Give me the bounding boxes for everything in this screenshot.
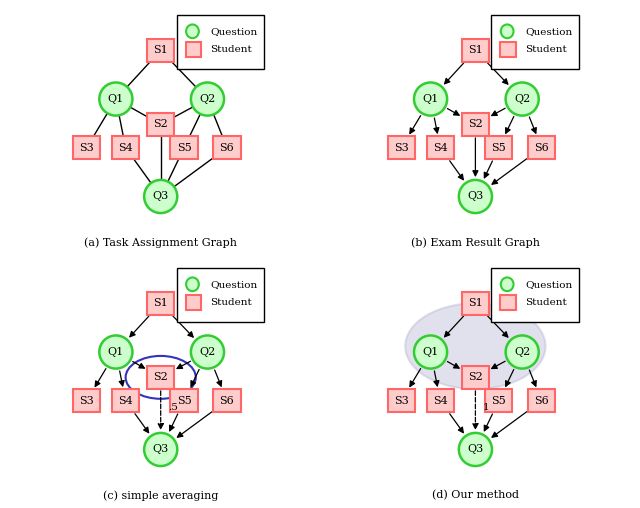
Text: (a) Task Assignment Graph: (a) Task Assignment Graph: [84, 237, 237, 248]
Text: Question: Question: [525, 27, 572, 36]
Text: S1: S1: [154, 298, 168, 308]
Text: Student: Student: [211, 45, 252, 54]
FancyBboxPatch shape: [73, 389, 100, 412]
FancyBboxPatch shape: [427, 389, 454, 412]
Circle shape: [459, 433, 492, 466]
Text: 1: 1: [483, 403, 490, 412]
Text: Q3: Q3: [467, 444, 484, 455]
FancyBboxPatch shape: [528, 136, 556, 160]
FancyBboxPatch shape: [388, 389, 415, 412]
FancyBboxPatch shape: [500, 295, 516, 310]
Text: S5: S5: [177, 143, 191, 153]
FancyBboxPatch shape: [485, 389, 513, 412]
Text: S2: S2: [154, 119, 168, 130]
Text: Question: Question: [211, 280, 258, 289]
Text: S6: S6: [534, 143, 549, 153]
Text: S3: S3: [79, 396, 94, 406]
FancyBboxPatch shape: [147, 366, 174, 389]
Text: Question: Question: [211, 27, 258, 36]
Circle shape: [186, 24, 199, 38]
FancyBboxPatch shape: [461, 292, 489, 315]
FancyBboxPatch shape: [170, 136, 198, 160]
Text: S1: S1: [468, 45, 483, 55]
Circle shape: [506, 82, 539, 116]
FancyBboxPatch shape: [147, 113, 174, 136]
Ellipse shape: [405, 303, 545, 389]
Text: Q3: Q3: [467, 192, 484, 202]
Text: S1: S1: [468, 298, 483, 308]
Circle shape: [186, 277, 199, 291]
Text: Q1: Q1: [108, 347, 124, 357]
Text: S3: S3: [394, 143, 409, 153]
Text: S3: S3: [79, 143, 94, 153]
Text: S5: S5: [492, 396, 506, 406]
FancyBboxPatch shape: [461, 113, 489, 136]
FancyBboxPatch shape: [177, 15, 264, 69]
Text: S2: S2: [468, 119, 483, 130]
Text: Q1: Q1: [422, 347, 438, 357]
Circle shape: [414, 335, 447, 369]
Text: Q3: Q3: [152, 192, 169, 202]
Text: (c) simple averaging: (c) simple averaging: [103, 490, 218, 501]
FancyBboxPatch shape: [177, 268, 264, 322]
Text: Q1: Q1: [108, 94, 124, 104]
Circle shape: [459, 180, 492, 213]
FancyBboxPatch shape: [213, 389, 241, 412]
FancyBboxPatch shape: [485, 136, 513, 160]
Text: Q1: Q1: [422, 94, 438, 104]
Text: S6: S6: [220, 396, 234, 406]
FancyBboxPatch shape: [388, 136, 415, 160]
Text: Student: Student: [525, 298, 567, 307]
Circle shape: [191, 82, 224, 116]
FancyBboxPatch shape: [427, 136, 454, 160]
FancyBboxPatch shape: [73, 136, 100, 160]
Text: S2: S2: [468, 372, 483, 383]
FancyBboxPatch shape: [492, 15, 579, 69]
Text: S3: S3: [394, 396, 409, 406]
Text: Q2: Q2: [514, 347, 531, 357]
FancyBboxPatch shape: [213, 136, 241, 160]
FancyBboxPatch shape: [461, 39, 489, 62]
FancyBboxPatch shape: [186, 295, 202, 310]
FancyBboxPatch shape: [492, 268, 579, 322]
Text: S6: S6: [534, 396, 549, 406]
Text: S2: S2: [154, 372, 168, 383]
Text: Question: Question: [525, 280, 572, 289]
FancyBboxPatch shape: [147, 292, 174, 315]
FancyBboxPatch shape: [112, 389, 140, 412]
Text: S6: S6: [220, 143, 234, 153]
Text: (b) Exam Result Graph: (b) Exam Result Graph: [411, 237, 540, 248]
Text: (d) Our method: (d) Our method: [432, 490, 519, 501]
Circle shape: [99, 335, 132, 369]
Text: Student: Student: [525, 45, 567, 54]
Circle shape: [501, 277, 513, 291]
FancyBboxPatch shape: [170, 389, 198, 412]
Text: .5: .5: [168, 403, 179, 412]
Text: Q2: Q2: [199, 94, 216, 104]
Text: Q2: Q2: [199, 347, 216, 357]
Text: S5: S5: [492, 143, 506, 153]
Text: S4: S4: [433, 396, 448, 406]
FancyBboxPatch shape: [147, 39, 174, 62]
Circle shape: [99, 82, 132, 116]
FancyBboxPatch shape: [112, 136, 140, 160]
Text: Q3: Q3: [152, 444, 169, 455]
FancyBboxPatch shape: [528, 389, 556, 412]
Circle shape: [501, 24, 513, 38]
Circle shape: [191, 335, 224, 369]
Circle shape: [144, 433, 177, 466]
Text: S4: S4: [433, 143, 448, 153]
FancyBboxPatch shape: [461, 366, 489, 389]
Text: Q2: Q2: [514, 94, 531, 104]
FancyBboxPatch shape: [500, 42, 516, 57]
Text: S4: S4: [118, 396, 133, 406]
Text: S1: S1: [154, 45, 168, 55]
Circle shape: [506, 335, 539, 369]
Text: S4: S4: [118, 143, 133, 153]
Circle shape: [144, 180, 177, 213]
FancyBboxPatch shape: [186, 42, 202, 57]
Circle shape: [414, 82, 447, 116]
Text: S5: S5: [177, 396, 191, 406]
Text: Student: Student: [211, 298, 252, 307]
